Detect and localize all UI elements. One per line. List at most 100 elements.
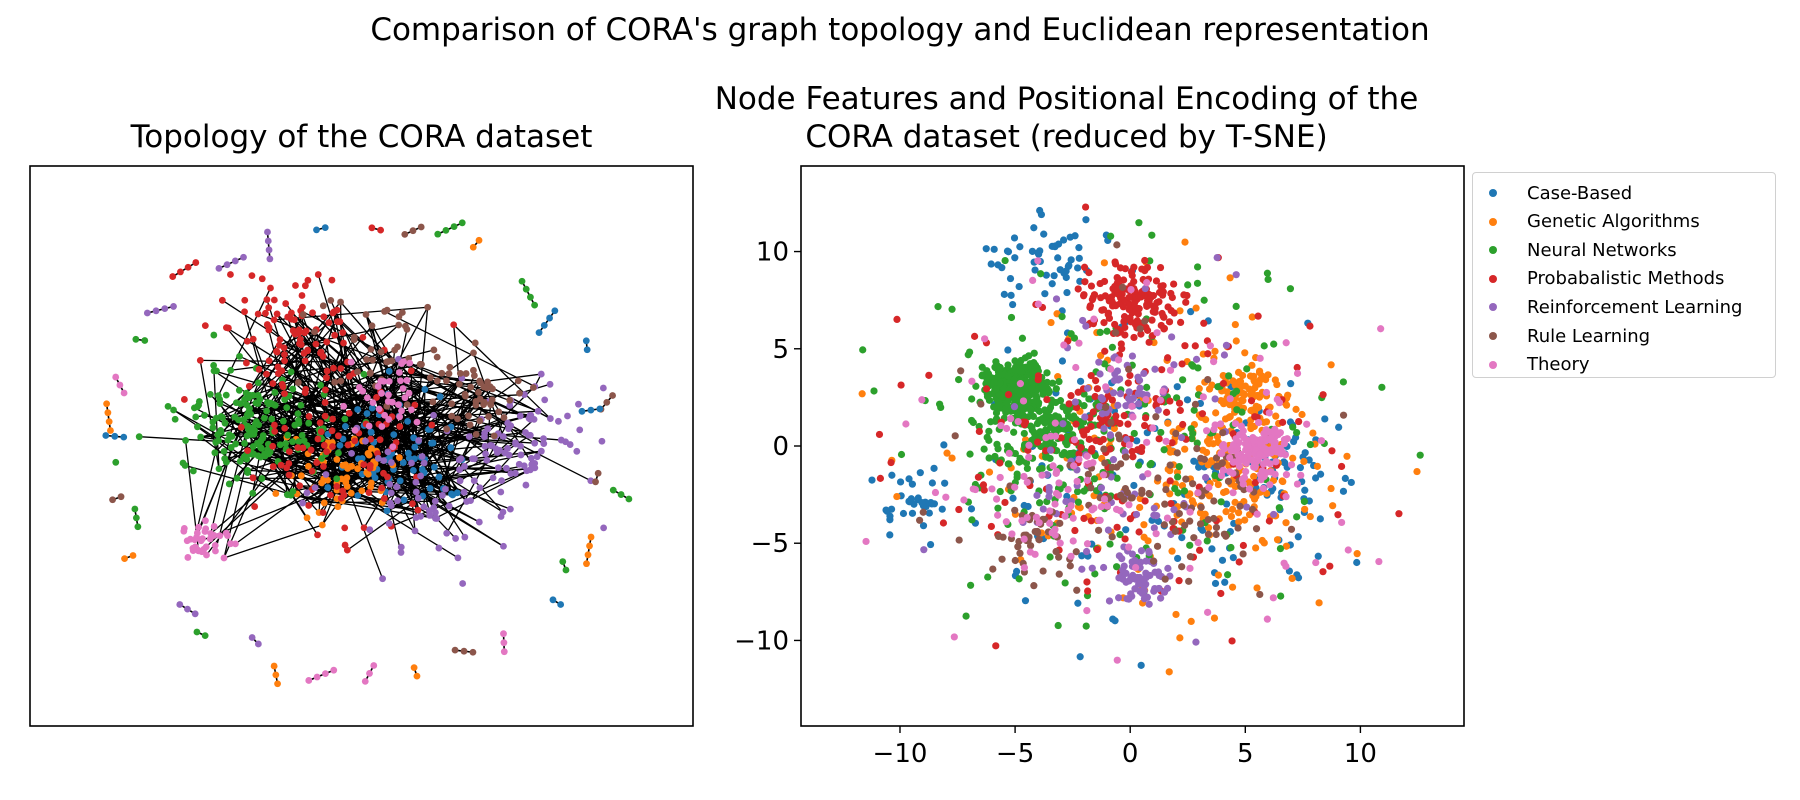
scatter-point-probabalistic-methods — [1087, 517, 1095, 525]
topology-node-neural-networks — [193, 423, 201, 431]
scatter-point-probabalistic-methods — [1153, 299, 1161, 307]
topology-node-neural-networks — [518, 277, 526, 285]
topology-node-theory — [211, 541, 219, 549]
topology-node-rule-learning — [363, 356, 370, 363]
topology-node-probabalistic-methods — [377, 226, 385, 234]
topology-node-neural-networks — [295, 438, 303, 446]
scatter-point-case-based — [1187, 308, 1195, 316]
scatter-point-case-based — [1082, 216, 1090, 224]
scatter-point-theory — [1046, 519, 1054, 527]
topology-node-rule-learning — [603, 398, 611, 406]
scatter-point-rule-learning — [1055, 570, 1063, 578]
topology-node-reinforcement-learning — [564, 412, 571, 420]
scatter-point-probabalistic-methods — [1168, 439, 1176, 447]
scatter-point-neural-networks — [1026, 405, 1035, 413]
topology-node-probabalistic-methods — [360, 461, 368, 469]
topology-node-probabalistic-methods — [249, 474, 257, 482]
topology-node-reinforcement-learning — [415, 437, 423, 444]
scatter-point-probabalistic-methods — [1088, 296, 1097, 304]
scatter-point-theory — [1260, 460, 1268, 468]
topology-node-reinforcement-learning — [566, 441, 574, 448]
topology-node-genetic-algorithms — [105, 418, 113, 425]
scatter-point-theory — [1075, 455, 1083, 463]
topology-node-theory — [227, 540, 235, 548]
topology-node-reinforcement-learning — [540, 435, 547, 443]
topology-node-case-based — [421, 386, 429, 393]
scatter-point-reinforcement-learning — [1033, 491, 1041, 499]
topology-node-theory — [120, 389, 128, 397]
scatter-point-genetic-algorithms — [1168, 547, 1176, 555]
scatter-point-neural-networks — [1021, 386, 1029, 394]
scatter-point-neural-networks — [1146, 461, 1154, 469]
topology-node-rule-learning — [470, 349, 477, 357]
scatter-point-theory — [1025, 441, 1033, 449]
scatter-point-neural-networks — [995, 391, 1004, 399]
topology-node-rule-learning — [350, 333, 358, 341]
scatter-point-probabalistic-methods — [1112, 412, 1120, 420]
scatter-point-genetic-algorithms — [1208, 381, 1216, 389]
scatter-point-neural-networks — [1054, 621, 1062, 630]
topology-node-genetic-algorithms — [121, 555, 128, 562]
topology-node-reinforcement-learning — [461, 462, 468, 470]
scatter-point-theory — [1229, 441, 1237, 449]
scatter-point-case-based — [1054, 254, 1062, 262]
scatter-point-reinforcement-learning — [1170, 506, 1178, 514]
scatter-point-genetic-algorithms — [1292, 405, 1300, 413]
topology-node-case-based — [396, 477, 404, 485]
scatter-point-neural-networks — [1049, 441, 1058, 449]
scatter-point-probabalistic-methods — [1133, 317, 1141, 325]
scatter-point-reinforcement-learning — [1145, 600, 1153, 608]
scatter-point-theory — [1256, 450, 1264, 458]
y-tick-label: 0 — [772, 432, 789, 462]
topology-node-rule-learning — [117, 493, 125, 501]
scatter-point-neural-networks — [1289, 423, 1297, 431]
scatter-point-reinforcement-learning — [1177, 433, 1186, 442]
topology-node-neural-networks — [255, 421, 263, 429]
scatter-point-rule-learning — [1191, 400, 1200, 408]
scatter-point-neural-networks — [1011, 449, 1019, 458]
topology-node-probabalistic-methods — [273, 310, 281, 318]
scatter-point-probabalistic-methods — [1251, 413, 1259, 421]
scatter-point-neural-networks — [1232, 302, 1240, 310]
scatter-point-reinforcement-learning — [1213, 254, 1221, 262]
scatter-point-probabalistic-methods — [1167, 289, 1175, 298]
scatter-point-case-based — [1294, 574, 1303, 582]
scatter-point-reinforcement-learning — [1113, 367, 1122, 375]
topology-node-case-based — [411, 443, 419, 451]
scatter-point-rule-learning — [1101, 459, 1109, 467]
scatter-point-genetic-algorithms — [1255, 368, 1264, 377]
scatter-point-probabalistic-methods — [1120, 276, 1128, 284]
scatter-point-probabalistic-methods — [1084, 587, 1092, 595]
scatter-point-reinforcement-learning — [1155, 584, 1163, 593]
scatter-point-reinforcement-learning — [1135, 580, 1143, 588]
topology-node-reinforcement-learning — [600, 524, 608, 532]
topology-node-neural-networks — [259, 434, 267, 442]
topology-edge — [223, 524, 323, 559]
scatter-point-case-based — [1130, 481, 1138, 490]
topology-node-neural-networks — [131, 505, 139, 513]
scatter-point-theory — [994, 511, 1002, 519]
scatter-point-neural-networks — [993, 440, 1001, 448]
topology-node-neural-networks — [181, 462, 189, 469]
scatter-point-case-based — [1030, 224, 1038, 232]
topology-node-case-based — [535, 329, 543, 337]
topology-node-case-based — [409, 466, 417, 474]
legend-label: Theory — [1527, 354, 1590, 376]
scatter-point-neural-networks — [978, 372, 986, 380]
scatter-point-probabalistic-methods — [1295, 417, 1303, 426]
topology-node-neural-networks — [271, 401, 279, 409]
scatter-point-probabalistic-methods — [1125, 293, 1133, 302]
scatter-point-neural-networks — [990, 379, 998, 387]
topology-node-probabalistic-methods — [323, 374, 330, 382]
scatter-point-neural-networks — [1306, 440, 1314, 449]
legend-item-genetic-algorithms: Genetic Algorithms — [1481, 208, 1700, 236]
scatter-point-theory — [1055, 479, 1063, 487]
scatter-point-probabalistic-methods — [1156, 263, 1165, 272]
scatter-point-genetic-algorithms — [1251, 378, 1259, 386]
topology-node-case-based — [546, 314, 553, 322]
scatter-point-genetic-algorithms — [1222, 508, 1230, 516]
scatter-point-case-based — [1076, 377, 1085, 385]
y-tick-label: 10 — [756, 238, 789, 268]
scatter-point-theory — [1069, 514, 1077, 522]
